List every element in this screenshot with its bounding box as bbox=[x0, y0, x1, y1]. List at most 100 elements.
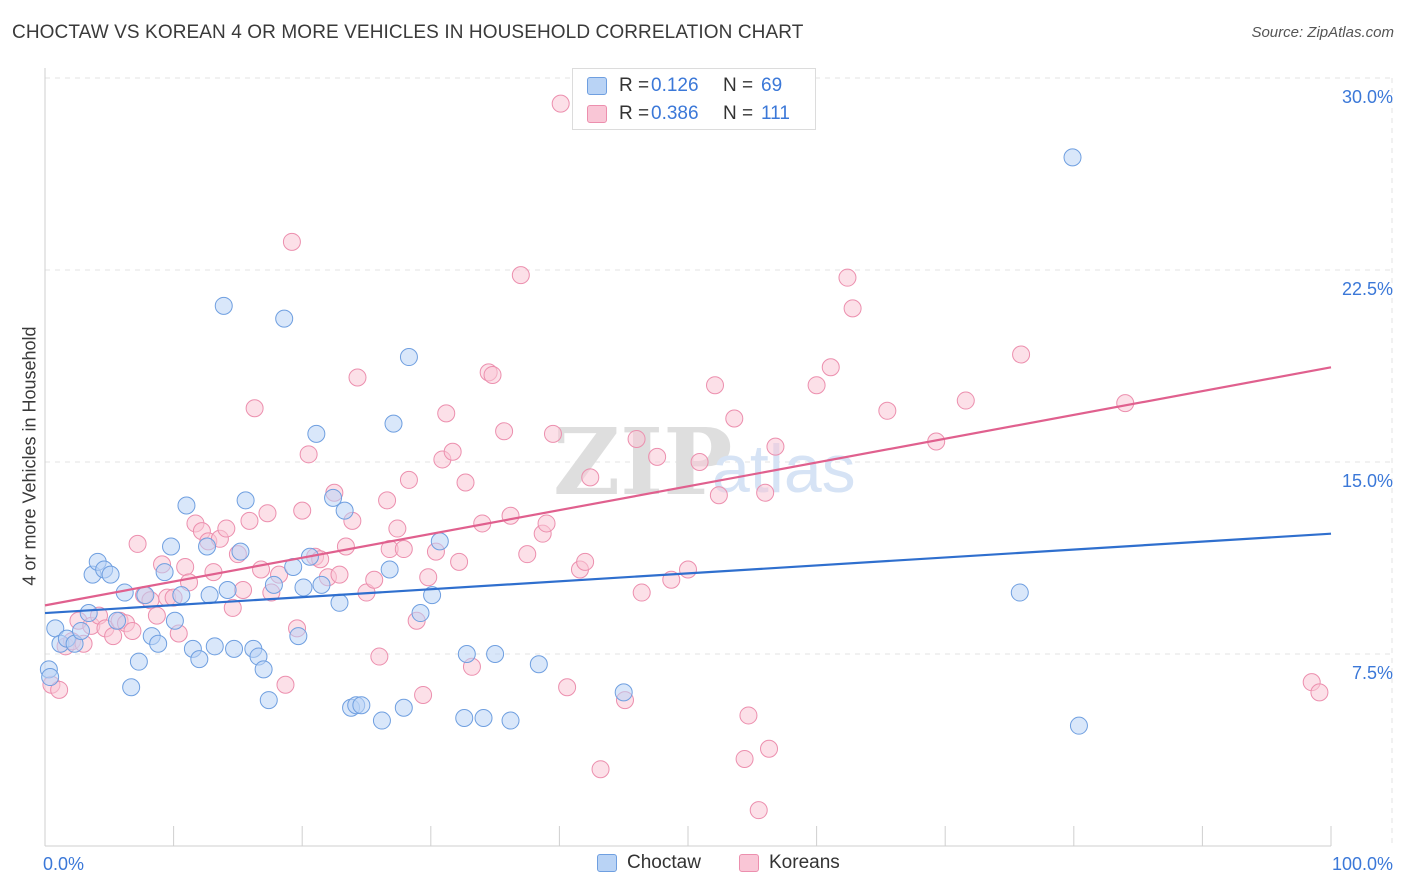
koreans-point bbox=[176, 557, 195, 576]
choctaw-point bbox=[79, 604, 98, 623]
koreans-point bbox=[336, 537, 355, 556]
koreans-point bbox=[956, 391, 975, 410]
source-label: Source: ZipAtlas.com bbox=[1251, 24, 1394, 41]
choctaw-point bbox=[324, 488, 343, 507]
koreans-point bbox=[456, 473, 475, 492]
choctaw-point bbox=[529, 655, 548, 674]
koreans-point bbox=[50, 680, 69, 699]
choctaw-point bbox=[399, 348, 418, 367]
koreans-point bbox=[234, 581, 253, 599]
choctaw-point bbox=[254, 660, 273, 679]
koreans-point bbox=[558, 678, 577, 697]
koreans-point bbox=[348, 368, 367, 387]
koreans-point bbox=[365, 570, 384, 589]
choctaw-point bbox=[394, 698, 413, 717]
y-tick-label: 15.0% bbox=[1342, 471, 1393, 491]
choctaw-point bbox=[149, 634, 168, 653]
choctaw-point bbox=[380, 560, 399, 579]
choctaw-swatch bbox=[587, 77, 607, 95]
choctaw-point bbox=[231, 542, 250, 561]
y-tick-label: 22.5% bbox=[1342, 279, 1393, 299]
r-value: 0.386 bbox=[651, 103, 699, 124]
koreans-point bbox=[388, 519, 407, 538]
choctaw-point bbox=[72, 621, 91, 640]
koreans-point bbox=[276, 675, 295, 694]
koreans-point bbox=[104, 627, 123, 646]
koreans-point bbox=[330, 565, 349, 584]
koreans-point bbox=[756, 483, 775, 502]
choctaw-point bbox=[330, 593, 349, 612]
koreans-point bbox=[878, 401, 897, 420]
koreans-point bbox=[258, 504, 277, 523]
koreans-trend-line bbox=[44, 366, 1332, 607]
koreans-point bbox=[501, 506, 520, 525]
choctaw-point bbox=[307, 424, 326, 443]
choctaw-point bbox=[614, 683, 633, 702]
grid-lines bbox=[45, 77, 1393, 846]
choctaw-point bbox=[312, 575, 331, 594]
n-value: 111 bbox=[761, 103, 790, 124]
choctaw-point bbox=[1010, 583, 1029, 602]
koreans-point bbox=[414, 685, 433, 704]
trend-lines bbox=[44, 366, 1332, 615]
koreans-swatch bbox=[739, 854, 759, 872]
koreans-point bbox=[725, 409, 744, 428]
choctaw-point bbox=[423, 586, 442, 605]
koreans-point bbox=[576, 552, 595, 571]
n-value: 69 bbox=[761, 75, 783, 96]
choctaw-point bbox=[108, 611, 127, 630]
koreans-point bbox=[749, 801, 768, 820]
choctaw-point bbox=[101, 565, 120, 584]
koreans-point bbox=[394, 540, 413, 559]
koreans-point bbox=[843, 299, 862, 318]
choctaw-point bbox=[214, 296, 233, 315]
choctaw-point bbox=[205, 637, 224, 656]
correlation-legend: R = 0.126 N = 69 R = 0.386 N = 111 bbox=[572, 68, 816, 130]
choctaw-point bbox=[162, 537, 181, 556]
choctaw-point bbox=[198, 537, 217, 556]
x-tick-label-max: 100.0% bbox=[1332, 854, 1393, 874]
koreans-point bbox=[1310, 683, 1329, 702]
choctaw-point bbox=[259, 691, 278, 710]
koreans-point bbox=[706, 376, 725, 395]
choctaw-point bbox=[501, 711, 520, 730]
koreans-point bbox=[581, 468, 600, 487]
choctaw-point bbox=[430, 532, 449, 551]
choctaw-points bbox=[39, 148, 1088, 735]
koreans-point bbox=[399, 470, 418, 489]
x-tick-labels: 0.0% 100.0% bbox=[43, 854, 1393, 874]
choctaw-point bbox=[352, 696, 371, 715]
koreans-point bbox=[551, 94, 570, 113]
choctaw-swatch bbox=[597, 854, 617, 872]
koreans-point bbox=[240, 511, 259, 530]
koreans-point bbox=[245, 399, 264, 418]
koreans-point bbox=[147, 606, 166, 625]
choctaw-point bbox=[136, 586, 155, 605]
koreans-point bbox=[690, 453, 709, 471]
choctaw-point bbox=[264, 575, 283, 594]
koreans-point bbox=[807, 376, 826, 395]
y-tick-label: 30.0% bbox=[1342, 87, 1393, 107]
n-label: N = bbox=[723, 103, 754, 124]
koreans-legend-label: Koreans bbox=[769, 852, 840, 873]
koreans-point bbox=[128, 534, 147, 553]
koreans-point bbox=[821, 358, 840, 377]
koreans-point bbox=[591, 760, 610, 779]
koreans-point bbox=[378, 491, 397, 510]
bottom-legend-choctaw: Choctaw bbox=[597, 852, 701, 874]
choctaw-point bbox=[165, 611, 184, 630]
choctaw-point bbox=[455, 709, 474, 727]
koreans-point bbox=[282, 232, 301, 251]
choctaw-point bbox=[200, 586, 219, 605]
choctaw-legend-label: Choctaw bbox=[627, 852, 701, 873]
koreans-point bbox=[223, 598, 242, 617]
choctaw-point bbox=[384, 414, 403, 433]
choctaw-point bbox=[155, 563, 174, 582]
axes bbox=[44, 68, 1332, 847]
koreans-point bbox=[543, 424, 562, 443]
choctaw-point bbox=[122, 678, 141, 697]
n-label: N = bbox=[723, 75, 754, 96]
legend-row-choctaw: R = 0.126 N = 69 bbox=[587, 74, 782, 98]
koreans-point bbox=[1116, 394, 1135, 413]
koreans-point bbox=[370, 647, 389, 666]
